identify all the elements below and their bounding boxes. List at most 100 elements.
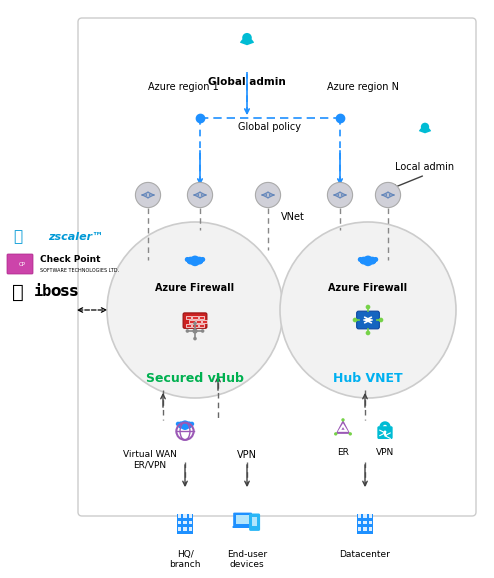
Text: Global admin: Global admin — [208, 77, 286, 87]
Text: CP: CP — [18, 261, 26, 266]
FancyBboxPatch shape — [357, 311, 379, 329]
Text: Azure Firewall: Azure Firewall — [329, 283, 408, 293]
Circle shape — [201, 329, 205, 333]
Circle shape — [187, 257, 195, 265]
Circle shape — [145, 194, 147, 196]
Circle shape — [280, 222, 456, 398]
Text: End-user
devices: End-user devices — [227, 550, 267, 569]
FancyBboxPatch shape — [192, 316, 198, 319]
FancyBboxPatch shape — [186, 316, 191, 319]
Text: Ⓩ: Ⓩ — [13, 229, 23, 244]
FancyBboxPatch shape — [178, 527, 181, 531]
FancyBboxPatch shape — [189, 527, 192, 531]
FancyBboxPatch shape — [360, 260, 376, 262]
FancyBboxPatch shape — [249, 513, 260, 531]
FancyBboxPatch shape — [252, 517, 257, 526]
FancyBboxPatch shape — [199, 316, 204, 319]
Circle shape — [353, 318, 357, 323]
Text: Datacenter: Datacenter — [339, 550, 390, 559]
Circle shape — [192, 328, 198, 334]
Circle shape — [190, 422, 194, 426]
FancyBboxPatch shape — [189, 521, 192, 524]
FancyBboxPatch shape — [358, 514, 361, 518]
Circle shape — [197, 194, 199, 196]
Circle shape — [149, 194, 151, 196]
Circle shape — [373, 257, 378, 262]
Circle shape — [385, 194, 387, 196]
Circle shape — [177, 421, 184, 428]
Circle shape — [363, 255, 373, 266]
Text: VPN: VPN — [237, 450, 257, 460]
Circle shape — [421, 123, 429, 131]
Circle shape — [135, 183, 161, 208]
Circle shape — [180, 420, 190, 430]
Text: Virtual WAN
ER/VPN: Virtual WAN ER/VPN — [123, 450, 177, 469]
Circle shape — [201, 194, 203, 196]
Circle shape — [341, 194, 343, 196]
Circle shape — [269, 194, 271, 196]
FancyBboxPatch shape — [369, 521, 372, 524]
FancyBboxPatch shape — [189, 514, 192, 518]
FancyBboxPatch shape — [233, 513, 252, 527]
Text: Global policy: Global policy — [239, 122, 301, 132]
Circle shape — [186, 421, 193, 428]
Circle shape — [341, 418, 345, 421]
Wedge shape — [240, 38, 254, 45]
FancyBboxPatch shape — [369, 514, 372, 518]
Circle shape — [360, 257, 368, 265]
Text: Azure region N: Azure region N — [327, 82, 399, 92]
Circle shape — [242, 33, 252, 43]
Circle shape — [334, 432, 337, 436]
Circle shape — [337, 194, 339, 196]
FancyBboxPatch shape — [384, 432, 386, 435]
Circle shape — [200, 257, 205, 262]
Circle shape — [358, 257, 363, 262]
FancyBboxPatch shape — [236, 515, 249, 524]
FancyBboxPatch shape — [78, 18, 476, 516]
FancyBboxPatch shape — [196, 320, 201, 323]
FancyBboxPatch shape — [189, 320, 195, 323]
Text: SOFTWARE TECHNOLOGIES LTD.: SOFTWARE TECHNOLOGIES LTD. — [40, 268, 119, 272]
Circle shape — [369, 257, 376, 265]
Circle shape — [193, 321, 197, 325]
FancyBboxPatch shape — [183, 313, 207, 328]
Text: ⦾: ⦾ — [12, 283, 24, 302]
Circle shape — [375, 183, 401, 208]
Circle shape — [190, 255, 201, 266]
Circle shape — [384, 431, 386, 434]
Text: Azure region 1: Azure region 1 — [148, 82, 218, 92]
Text: Hub VNET: Hub VNET — [333, 372, 403, 385]
FancyBboxPatch shape — [363, 514, 367, 518]
FancyBboxPatch shape — [178, 514, 181, 518]
FancyBboxPatch shape — [357, 514, 373, 535]
FancyBboxPatch shape — [178, 424, 192, 427]
FancyBboxPatch shape — [363, 527, 367, 531]
Circle shape — [193, 337, 197, 340]
Text: Azure Firewall: Azure Firewall — [156, 283, 235, 293]
Circle shape — [389, 194, 391, 196]
Circle shape — [107, 222, 283, 398]
Circle shape — [265, 194, 267, 196]
FancyBboxPatch shape — [199, 324, 204, 327]
FancyBboxPatch shape — [186, 324, 191, 327]
FancyBboxPatch shape — [377, 426, 393, 439]
FancyBboxPatch shape — [178, 521, 181, 524]
FancyBboxPatch shape — [363, 521, 367, 524]
Text: ib: ib — [34, 284, 52, 299]
FancyBboxPatch shape — [358, 527, 361, 531]
FancyBboxPatch shape — [183, 527, 187, 531]
Circle shape — [185, 257, 190, 262]
FancyBboxPatch shape — [202, 320, 207, 323]
Circle shape — [187, 183, 212, 208]
Polygon shape — [336, 420, 350, 434]
Text: VNet: VNet — [281, 212, 305, 222]
FancyBboxPatch shape — [7, 254, 33, 274]
FancyBboxPatch shape — [183, 514, 187, 518]
FancyBboxPatch shape — [176, 514, 193, 535]
FancyBboxPatch shape — [358, 521, 361, 524]
Circle shape — [349, 432, 352, 436]
Text: HQ/
branch: HQ/ branch — [169, 550, 201, 569]
FancyBboxPatch shape — [192, 324, 198, 327]
Circle shape — [366, 331, 370, 335]
FancyBboxPatch shape — [183, 521, 187, 524]
